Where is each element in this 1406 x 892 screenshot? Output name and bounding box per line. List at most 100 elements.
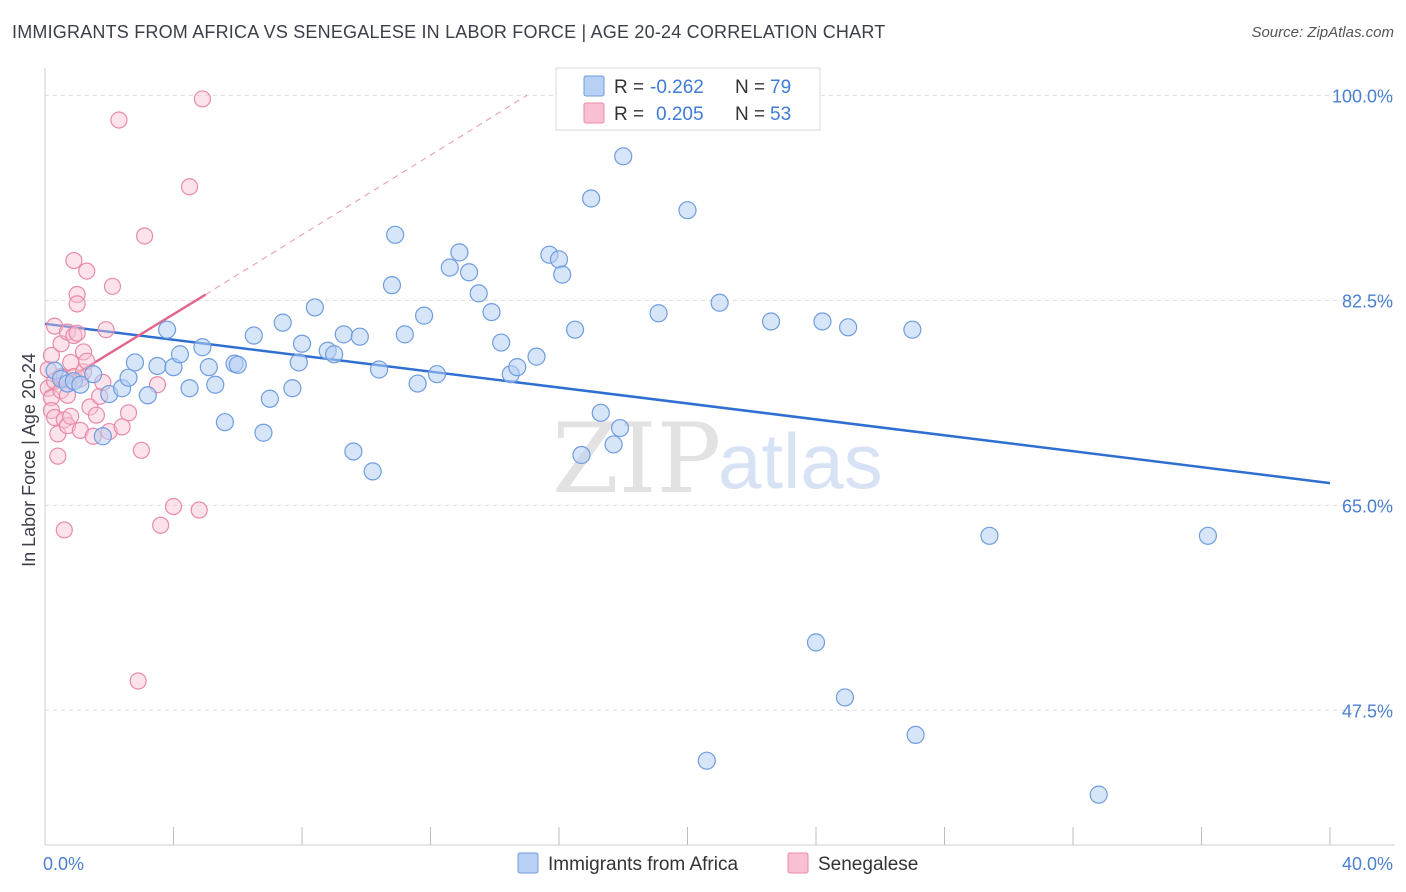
- point-senegalese: [119, 404, 138, 422]
- point-africa: [649, 304, 668, 323]
- point-africa: [119, 368, 138, 387]
- point-africa: [427, 365, 447, 384]
- y-tick-label: 82.5%: [1342, 291, 1393, 311]
- point-africa: [839, 318, 858, 337]
- point-africa: [1089, 785, 1108, 804]
- y-tick-label: 47.5%: [1342, 701, 1393, 721]
- point-africa: [325, 345, 344, 364]
- axes: [44, 68, 1395, 846]
- legend-r-label-africa: R =: [614, 77, 644, 98]
- watermark: ZIP atlas: [552, 403, 883, 515]
- legend-r-label-senegalese: R =: [614, 104, 644, 125]
- point-africa: [260, 389, 279, 408]
- point-africa: [84, 365, 103, 384]
- point-africa: [469, 284, 488, 303]
- x-tick-label: 40.0%: [1342, 854, 1393, 874]
- y-axis-label: In Labor Force | Age 20-24: [19, 353, 39, 567]
- point-africa: [254, 423, 273, 442]
- point-africa: [199, 358, 218, 377]
- point-africa: [572, 445, 591, 465]
- point-africa: [292, 334, 312, 353]
- legend-r-senegalese: 0.205: [656, 104, 704, 125]
- point-senegalese: [97, 321, 115, 339]
- series-legend-swatch-africa: [517, 852, 539, 874]
- point-africa: [906, 725, 925, 745]
- point-africa: [414, 306, 434, 325]
- point-africa: [806, 633, 826, 652]
- point-senegalese: [62, 407, 80, 425]
- point-africa: [492, 333, 511, 352]
- legend-swatch-senegalese: [583, 102, 605, 124]
- point-africa: [206, 375, 225, 394]
- point-africa: [215, 413, 234, 432]
- point-africa: [610, 418, 630, 438]
- point-africa: [459, 263, 479, 282]
- point-senegalese: [55, 521, 73, 539]
- point-africa: [71, 375, 90, 394]
- point-africa: [228, 355, 247, 374]
- point-senegalese: [190, 501, 208, 519]
- x-tick-label: 0.0%: [43, 854, 84, 874]
- point-senegalese: [103, 277, 122, 295]
- point-africa: [283, 379, 302, 398]
- x-tick-labels: 0.0% 40.0%: [43, 854, 1393, 874]
- point-africa: [125, 353, 145, 372]
- stats-legend: R = -0.262 N = 79 R = 0.205 N = 53: [555, 67, 821, 131]
- point-senegalese: [65, 251, 83, 270]
- point-africa: [614, 147, 633, 166]
- point-africa: [527, 347, 546, 366]
- point-africa: [710, 293, 729, 312]
- point-africa: [370, 360, 389, 379]
- source-label: Source: ZipAtlas.com: [1251, 24, 1394, 41]
- point-africa: [903, 320, 922, 339]
- point-senegalese: [113, 418, 131, 436]
- point-africa: [582, 189, 601, 208]
- watermark-atlas: atlas: [718, 417, 883, 505]
- point-africa: [980, 526, 999, 545]
- y-tick-label: 65.0%: [1342, 496, 1393, 516]
- point-senegalese: [68, 324, 86, 342]
- series-legend-africa: Immigrants from Africa: [548, 854, 738, 875]
- series-legend-swatch-senegalese: [787, 852, 809, 874]
- point-senegalese: [180, 178, 199, 196]
- legend-n-label-senegalese: N =: [735, 104, 765, 125]
- point-africa: [697, 751, 716, 770]
- point-senegalese: [193, 90, 212, 108]
- point-senegalese: [129, 672, 147, 690]
- series-legend-senegalese: Senegalese: [818, 854, 918, 875]
- point-senegalese: [87, 406, 106, 424]
- point-africa: [344, 442, 363, 461]
- point-africa: [386, 225, 405, 244]
- point-africa: [549, 250, 569, 269]
- point-africa: [382, 276, 402, 295]
- point-senegalese: [49, 447, 67, 465]
- point-senegalese: [58, 417, 77, 435]
- point-africa: [193, 338, 212, 357]
- point-africa: [170, 345, 190, 364]
- y-tick-label: 100.0%: [1332, 86, 1393, 106]
- point-africa: [482, 302, 501, 322]
- point-senegalese: [132, 441, 150, 459]
- point-africa: [761, 312, 781, 331]
- y-tick-labels: 47.5% 65.0% 82.5% 100.0%: [1332, 86, 1393, 721]
- point-africa: [813, 312, 832, 331]
- series-legend: Immigrants from Africa Senegalese: [517, 852, 918, 875]
- legend-swatch-africa: [583, 75, 605, 97]
- trend-line-africa: [44, 322, 1331, 485]
- point-africa: [305, 298, 324, 317]
- point-africa: [553, 265, 572, 284]
- point-senegalese: [110, 111, 128, 129]
- point-senegalese: [68, 285, 86, 304]
- point-africa: [138, 386, 157, 405]
- point-senegalese: [74, 343, 93, 361]
- point-senegalese: [164, 497, 183, 516]
- point-africa: [350, 327, 369, 346]
- point-africa: [157, 320, 177, 339]
- point-africa: [148, 356, 167, 376]
- chart-title: IMMIGRANTS FROM AFRICA VS SENEGALESE IN …: [12, 22, 886, 42]
- legend-r-africa: -0.262: [650, 77, 704, 98]
- point-africa: [835, 688, 855, 707]
- point-africa: [678, 201, 697, 220]
- legend-n-senegalese: 53: [770, 104, 791, 125]
